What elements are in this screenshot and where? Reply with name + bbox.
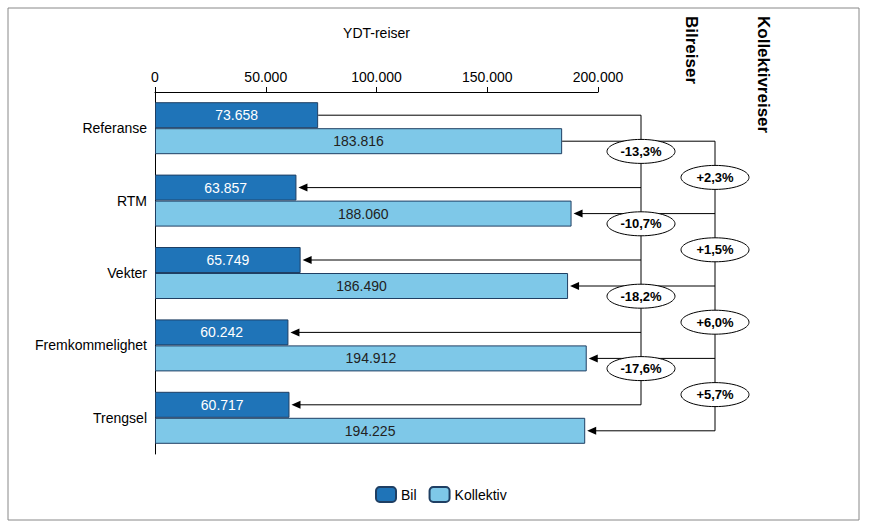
svg-text:63.857: 63.857	[204, 180, 247, 196]
svg-text:-10,7%: -10,7%	[620, 216, 662, 231]
svg-text:+2,3%: +2,3%	[696, 170, 734, 185]
svg-text:RTM: RTM	[117, 193, 147, 209]
svg-text:-17,6%: -17,6%	[620, 361, 662, 376]
svg-text:194.225: 194.225	[345, 423, 396, 439]
svg-text:+5,7%: +5,7%	[696, 387, 734, 402]
svg-text:65.749: 65.749	[206, 252, 249, 268]
svg-text:60.717: 60.717	[201, 397, 244, 413]
svg-text:Kollektivreiser: Kollektivreiser	[754, 16, 773, 134]
svg-text:+1,5%: +1,5%	[696, 242, 734, 257]
svg-text:+6,0%: +6,0%	[696, 315, 734, 330]
svg-text:Trengsel: Trengsel	[93, 410, 147, 426]
svg-text:194.912: 194.912	[346, 350, 397, 366]
svg-text:Fremkommelighet: Fremkommelighet	[35, 337, 147, 353]
svg-text:-13,3%: -13,3%	[620, 144, 662, 159]
svg-text:150.000: 150.000	[462, 69, 513, 85]
svg-text:100.000: 100.000	[351, 69, 402, 85]
svg-text:Vekter: Vekter	[107, 265, 147, 281]
svg-text:200.000: 200.000	[573, 69, 624, 85]
svg-text:Kollektiv: Kollektiv	[455, 487, 507, 503]
svg-text:Bil: Bil	[401, 487, 417, 503]
svg-text:0: 0	[151, 69, 159, 85]
svg-text:50.000: 50.000	[244, 69, 287, 85]
svg-text:-18,2%: -18,2%	[620, 289, 662, 304]
svg-text:60.242: 60.242	[200, 324, 243, 340]
svg-text:Bilreiser: Bilreiser	[682, 16, 701, 84]
svg-text:YDT-reiser: YDT-reiser	[343, 25, 410, 41]
svg-text:186.490: 186.490	[336, 278, 387, 294]
svg-text:183.816: 183.816	[333, 133, 384, 149]
svg-text:188.060: 188.060	[338, 206, 389, 222]
svg-text:73.658: 73.658	[215, 107, 258, 123]
svg-text:Referanse: Referanse	[82, 120, 147, 136]
